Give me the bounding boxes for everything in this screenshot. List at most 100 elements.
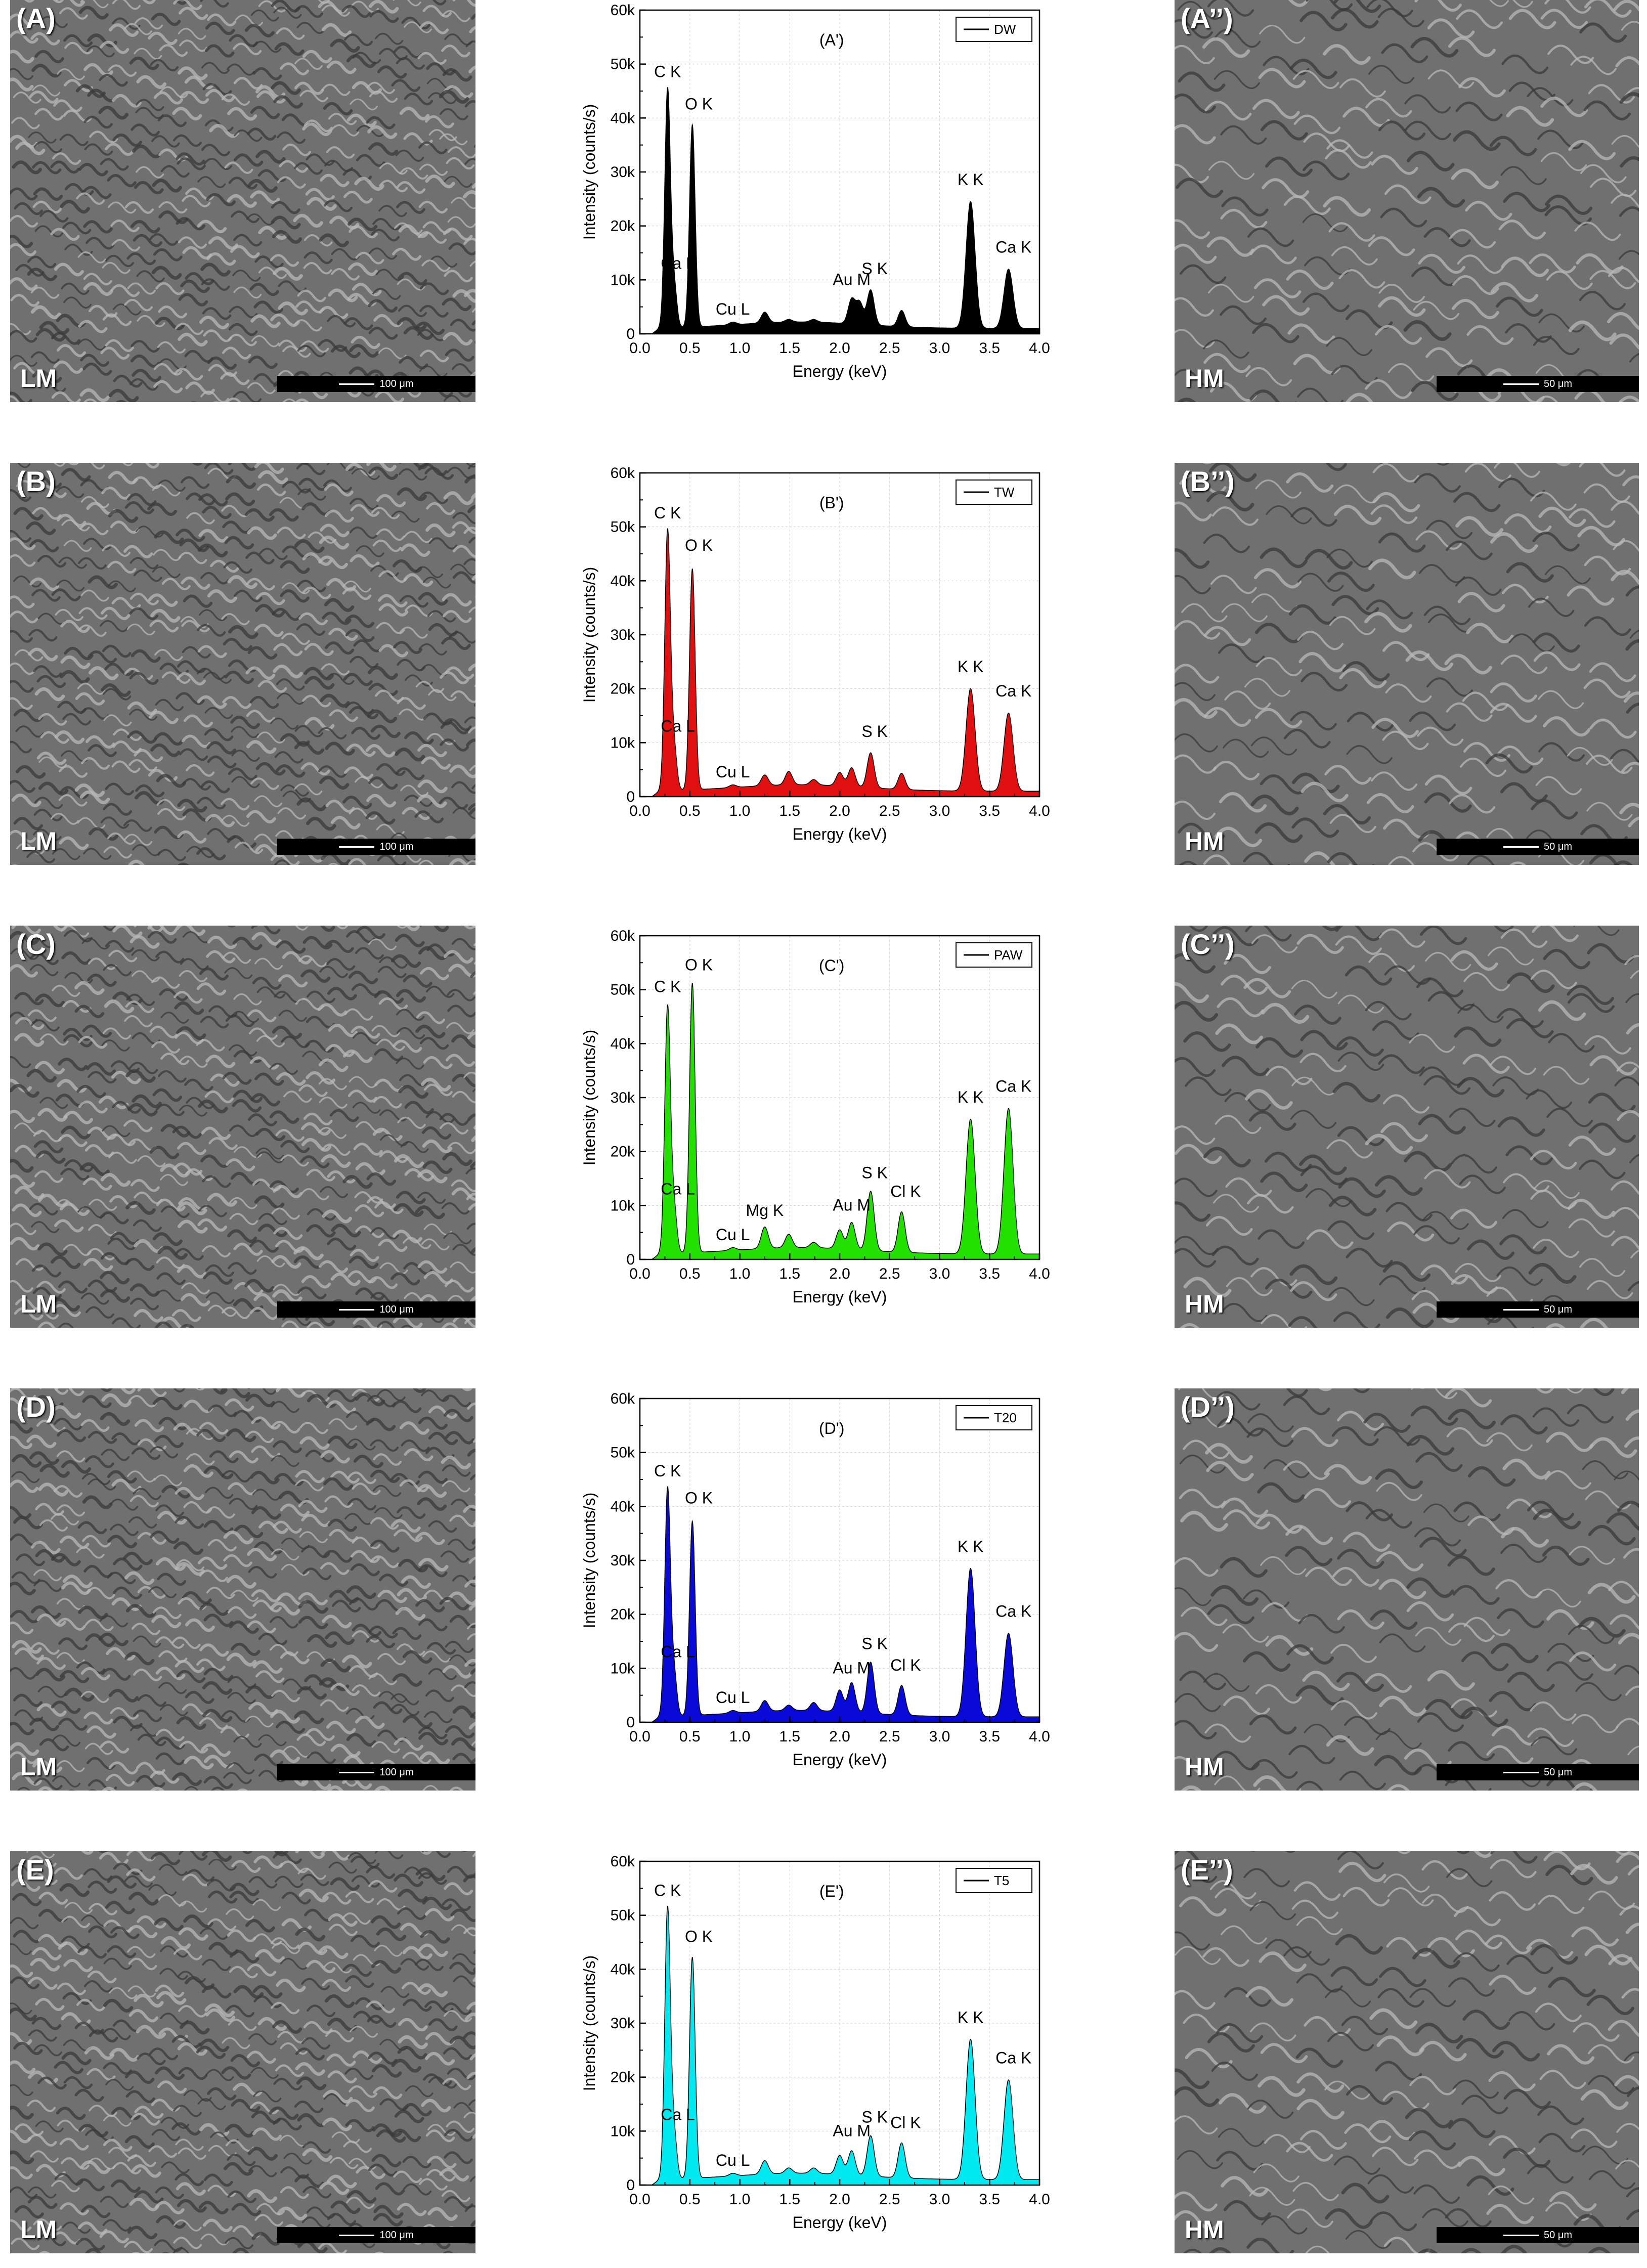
x-tick-label: 0.0 <box>629 1728 651 1745</box>
chart-title: (B') <box>819 494 844 512</box>
scale-bar-text: 50 μm <box>1544 1766 1572 1778</box>
x-tick-label: 3.5 <box>979 1266 1000 1282</box>
eds-spectrum-chart: 0.0 0.5 1.0 1.5 2.0 2.5 3.0 3.5 4.0 0 10k 20k 30k 40k… <box>577 926 1052 1330</box>
peak-label: Au M <box>833 1196 871 1214</box>
magnification-label: LM <box>20 364 57 392</box>
y-tick-label: 10k <box>611 272 635 288</box>
peak-label: O K <box>685 536 713 554</box>
x-tick-label: 0.5 <box>679 1266 701 1282</box>
y-tick-label: 10k <box>611 2123 635 2140</box>
x-tick-label: 2.0 <box>829 340 850 357</box>
panel-label: (E) <box>16 1854 54 1886</box>
panel-label: (E’’) <box>1181 1854 1233 1886</box>
magnification-label: HM <box>1185 2215 1224 2244</box>
y-tick-label: 20k <box>611 681 635 697</box>
eds-spectrum-chart: 0.0 0.5 1.0 1.5 2.0 2.5 3.0 3.5 4.0 0 10k 20k 30k 40k… <box>577 1388 1052 1793</box>
peak-label: C K <box>654 1882 681 1900</box>
peak-label: K K <box>958 170 984 189</box>
scale-bar-line <box>339 846 375 848</box>
magnification-label: LM <box>20 827 57 855</box>
y-tick-label: 40k <box>611 1961 635 1978</box>
sem-texture <box>10 926 475 1328</box>
sem-image-low-mag: (A) LM 100 μm <box>10 0 475 402</box>
scale-bar-line <box>1503 2234 1539 2236</box>
x-tick-label: 3.5 <box>979 1728 1000 1745</box>
y-tick-label: 20k <box>611 1606 635 1623</box>
legend-entry: T5 <box>994 1873 1009 1888</box>
magnification-label: LM <box>20 1753 57 1781</box>
chart-svg: 0.0 0.5 1.0 1.5 2.0 2.5 3.0 3.5 4.0 0 10k 20k 30k 40k… <box>580 465 1050 843</box>
scale-bar-line <box>1503 383 1539 385</box>
legend: T5 <box>956 1868 1032 1893</box>
peak-label: Ca K <box>995 682 1031 700</box>
spectrum-area <box>640 528 1040 797</box>
x-tick-label: 4.0 <box>1029 1266 1050 1282</box>
y-axis-label: Intensity (counts/s) <box>580 1493 598 1629</box>
scale-bar: 100 μm <box>277 1301 475 1318</box>
scale-bar-text: 100 μm <box>379 1303 414 1315</box>
y-tick-label: 40k <box>611 573 635 589</box>
x-tick-label: 0.5 <box>679 803 701 819</box>
y-tick-label: 20k <box>611 1144 635 1160</box>
panel-label: (D) <box>16 1391 56 1423</box>
legend-box <box>956 1405 1032 1430</box>
y-tick-label: 10k <box>611 1660 635 1677</box>
legend-entry: T20 <box>994 1410 1017 1425</box>
panel-label: (A’’) <box>1181 3 1233 34</box>
figure-row: (D) LM 100 μm 0.0 0.5 1.0 1.5 2.0 2.5 3.0 3.5 4.0 0 1… <box>0 1388 1647 1793</box>
y-tick-label: 20k <box>611 2069 635 2086</box>
x-tick-label: 1.0 <box>729 340 751 357</box>
scale-bar: 50 μm <box>1437 2227 1639 2243</box>
spectrum-area <box>640 87 1040 334</box>
y-tick-label: 0 <box>626 2177 635 2194</box>
x-tick-label: 2.5 <box>879 1266 900 1282</box>
scale-bar-line <box>1503 1771 1539 1773</box>
scale-bar-line <box>1503 1309 1539 1311</box>
spectrum-area <box>640 1905 1040 2186</box>
scale-bar-text: 100 μm <box>379 2229 414 2241</box>
scale-bar-line <box>339 1771 375 1773</box>
legend-entry: PAW <box>994 947 1023 963</box>
magnification-label: HM <box>1185 1290 1224 1318</box>
y-tick-label: 60k <box>611 928 635 944</box>
peak-label: Au M <box>833 2121 871 2140</box>
scale-bar: 50 μm <box>1437 1764 1639 1780</box>
y-tick-label: 40k <box>611 1035 635 1052</box>
peak-label: K K <box>958 1088 984 1106</box>
sem-image-low-mag: (B) LM 100 μm <box>10 463 475 865</box>
y-axis-label: Intensity (counts/s) <box>580 1030 598 1166</box>
y-tick-label: 30k <box>611 1089 635 1106</box>
y-tick-label: 50k <box>611 1445 635 1461</box>
x-tick-label: 1.5 <box>779 1266 800 1282</box>
magnification-label: LM <box>20 2215 57 2244</box>
scale-bar: 100 μm <box>277 2227 475 2243</box>
scale-bar: 100 μm <box>277 1764 475 1780</box>
peak-label: Ca L <box>661 1180 695 1198</box>
peak-label: Ca K <box>995 1602 1031 1620</box>
peak-label: Cu L <box>716 1226 750 1244</box>
magnification-label: HM <box>1185 827 1224 855</box>
panel-label: (C’’) <box>1181 928 1235 960</box>
x-tick-label: 1.0 <box>729 1728 751 1745</box>
y-tick-label: 0 <box>626 1714 635 1731</box>
x-axis-label: Energy (keV) <box>793 2213 887 2232</box>
y-tick-label: 30k <box>611 1552 635 1569</box>
peak-label: S K <box>861 1163 888 1182</box>
sem-image-low-mag: (D) LM 100 μm <box>10 1388 475 1791</box>
peak-label: Cl K <box>890 1656 921 1674</box>
peak-label: S K <box>861 259 888 278</box>
chart-title: (E') <box>819 1882 844 1900</box>
panel-label: (C) <box>16 928 56 960</box>
x-tick-label: 1.0 <box>729 2191 751 2208</box>
peak-label: S K <box>861 2108 888 2126</box>
peak-label: S K <box>861 722 888 740</box>
chart-svg: 0.0 0.5 1.0 1.5 2.0 2.5 3.0 3.5 4.0 0 10k 20k 30k 40k… <box>580 1853 1050 2232</box>
sem-texture <box>1175 1851 1639 2253</box>
x-axis-label: Energy (keV) <box>793 1288 887 1306</box>
scale-bar: 50 μm <box>1437 839 1639 855</box>
chart-title: (C') <box>819 956 845 975</box>
scale-bar-line <box>339 2234 375 2236</box>
peak-label: O K <box>685 95 713 113</box>
peak-label: Cl K <box>890 2113 921 2131</box>
x-tick-label: 0.5 <box>679 340 701 357</box>
